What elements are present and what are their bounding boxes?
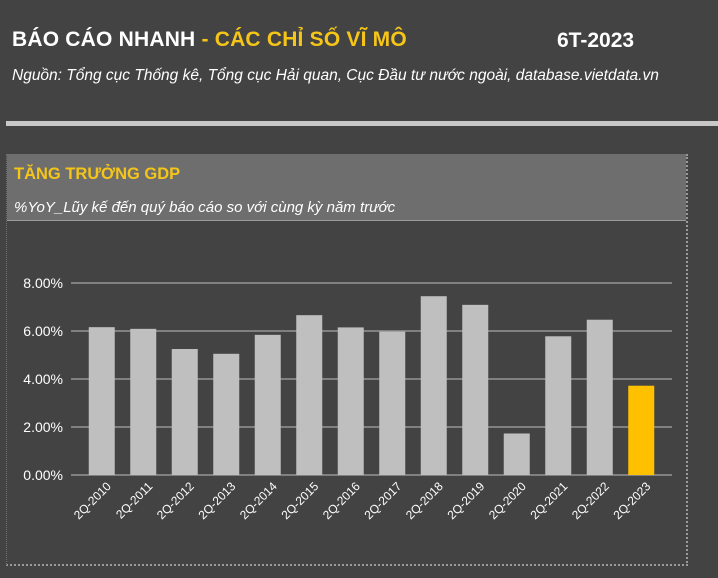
- gdp-bar-chart: 0.00%2.00%4.00%6.00%8.00%2Q-2010 2Q-20112…: [23, 275, 672, 522]
- y-tick-label: 6.00%: [23, 323, 63, 339]
- report-title: BÁO CÁO NHANH - CÁC CHỈ SỐ VĨ MÔ: [12, 28, 407, 52]
- x-tick-label: 2Q-2020: [486, 479, 529, 522]
- x-tick-label: 2Q-2013: [195, 479, 238, 522]
- bar: [628, 385, 655, 475]
- y-tick-label: 4.00%: [23, 371, 63, 387]
- bar: [130, 328, 157, 475]
- x-tick-label: 2Q-2017: [361, 479, 404, 522]
- bar: [586, 319, 613, 475]
- x-tick-label: 2Q-2018: [403, 479, 446, 522]
- y-tick-label: 2.00%: [23, 419, 63, 435]
- x-tick-label: 2Q-2011: [113, 479, 156, 522]
- y-tick-label: 8.00%: [23, 275, 63, 291]
- bar: [545, 336, 572, 475]
- bar: [88, 327, 115, 475]
- gdp-panel: TĂNG TRƯỞNG GDP %YoY_Lũy kế đến quý báo …: [6, 154, 688, 566]
- header-divider: [6, 121, 718, 126]
- x-tick-label: 2Q-2021: [527, 479, 570, 522]
- source-note: Nguồn: Tổng cục Thống kê, Tổng cục Hải q…: [12, 67, 659, 84]
- panel-subtitle: %YoY_Lũy kế đến quý báo cáo so với cùng …: [14, 199, 396, 216]
- report-period: 6T-2023: [557, 29, 635, 52]
- panel-title: TĂNG TRƯỞNG GDP: [14, 165, 181, 183]
- bar: [337, 327, 364, 475]
- report-title-accent: - CÁC CHỈ SỐ VĨ MÔ: [195, 28, 407, 51]
- bar: [213, 353, 240, 475]
- y-tick-label: 0.00%: [23, 467, 63, 483]
- panel-header-line: [7, 220, 686, 221]
- report-title-main: BÁO CÁO NHANH: [12, 28, 196, 51]
- bar: [462, 304, 489, 475]
- x-tick-label: 2Q-2015: [278, 479, 321, 522]
- bar: [420, 296, 447, 475]
- x-tick-label: 2Q-2022: [569, 479, 612, 522]
- x-tick-label: 2Q-2016: [320, 479, 363, 522]
- bar: [296, 315, 323, 475]
- x-tick-label: 2Q-2010: [71, 479, 114, 522]
- bar: [171, 349, 198, 475]
- bar: [503, 433, 530, 475]
- bar: [254, 334, 281, 475]
- x-tick-label: 2Q-2019: [444, 479, 487, 522]
- x-tick-label: 2Q-2014: [237, 479, 280, 522]
- bar: [379, 331, 406, 475]
- panel-header: TĂNG TRƯỞNG GDP %YoY_Lũy kế đến quý báo …: [7, 154, 686, 221]
- x-tick-label: 2Q-2023: [610, 479, 653, 522]
- x-tick-label: 2Q-2012: [154, 479, 197, 522]
